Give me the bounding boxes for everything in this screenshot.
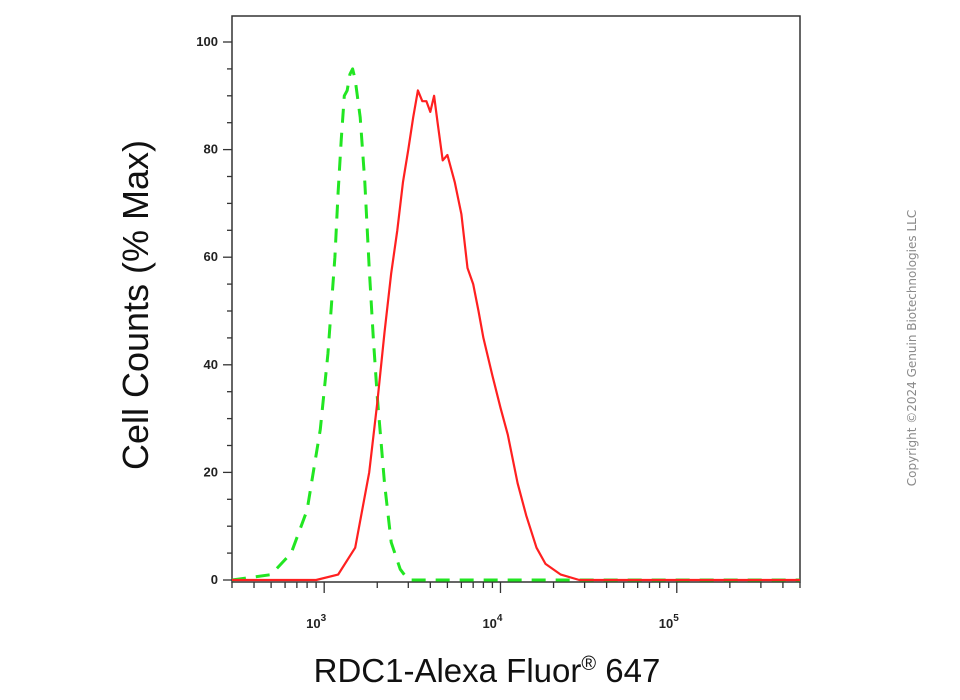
y-tick-label: 0	[211, 572, 218, 587]
y-tick-label: 100	[196, 34, 218, 49]
x-tick-label: 103	[306, 613, 326, 631]
y-axis-title: Cell Counts (% Max)	[115, 140, 156, 470]
y-axis: 0 20 40 60 80 100	[196, 34, 232, 587]
y-tick-label: 20	[204, 464, 218, 479]
copyright-notice: Copyright ©2024 Genuin Biotechnologies L…	[905, 209, 919, 487]
sample-histogram-line	[232, 89, 800, 582]
x-tick-label: 104	[482, 613, 502, 631]
control-histogram-line	[231, 67, 800, 582]
y-tick-label: 40	[204, 357, 218, 372]
y-tick-label: 80	[204, 142, 218, 157]
y-tick-label: 60	[204, 249, 218, 264]
series-layer	[231, 67, 800, 582]
x-tick-label: 105	[659, 613, 679, 631]
x-axis: 103 104 105	[231, 582, 801, 631]
plot-frame	[231, 15, 801, 583]
x-axis-title: RDC1-Alexa Fluor® 647	[314, 652, 661, 689]
